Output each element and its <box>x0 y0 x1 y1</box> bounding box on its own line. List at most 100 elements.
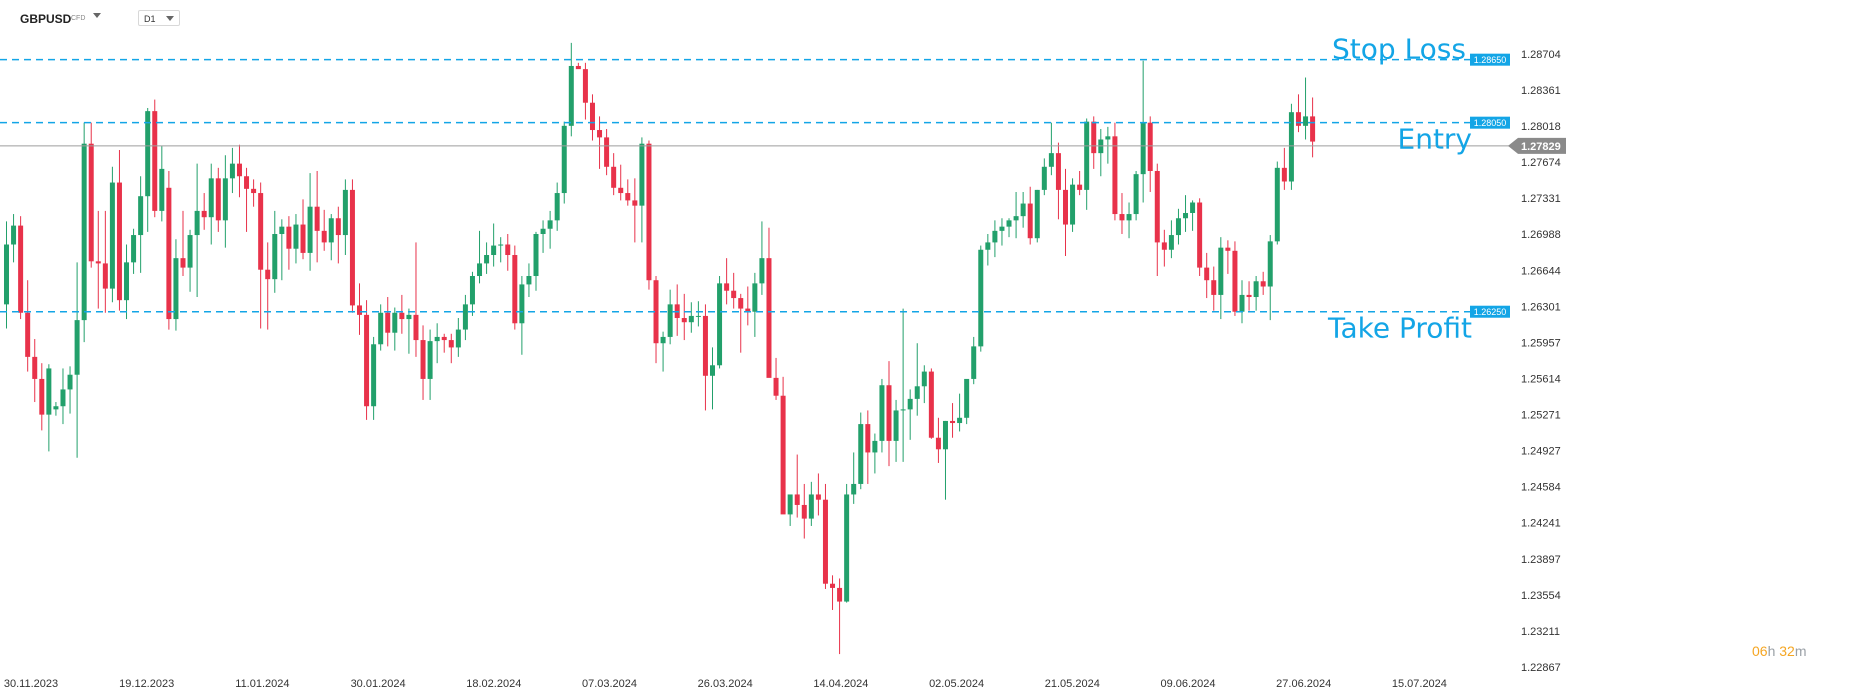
candle-body <box>787 494 793 515</box>
candle-bearish <box>745 286 751 326</box>
candle-body <box>660 336 666 344</box>
timeframe-chevron-down-icon[interactable] <box>166 16 174 21</box>
candle-bearish <box>244 167 250 232</box>
candle-bearish <box>215 167 221 232</box>
candle-body <box>1303 116 1309 126</box>
candle-body <box>688 315 694 323</box>
candle-body <box>180 258 186 268</box>
candle-body <box>251 188 257 194</box>
candle-body <box>957 417 963 424</box>
trade-level-stop-loss: 1.28650 Stop Loss <box>0 33 1510 66</box>
candle-series <box>4 42 1316 655</box>
candle-body <box>1055 153 1061 190</box>
candle-body <box>695 315 701 317</box>
candle-body <box>865 424 871 453</box>
candle-bearish <box>1055 142 1061 220</box>
candle-body <box>505 244 511 256</box>
candle-bullish <box>477 230 483 284</box>
candle-body <box>773 377 779 396</box>
candle-body <box>314 206 320 231</box>
candle-body <box>272 234 278 280</box>
candle-body <box>420 340 426 379</box>
candle-body <box>808 494 814 519</box>
candle-bearish <box>1295 94 1301 133</box>
candle-bullish <box>406 308 412 354</box>
candle-body <box>815 494 821 500</box>
candle-body <box>371 344 377 407</box>
candle-bullish <box>53 402 59 416</box>
y-tick-label: 1.27331 <box>1521 193 1561 205</box>
candle-body <box>173 258 179 320</box>
current-price-line: 1.27829 <box>0 137 1566 154</box>
candle-bearish <box>653 276 659 364</box>
candle-bearish <box>399 294 405 334</box>
candle-body <box>872 440 878 453</box>
candle-bearish <box>116 149 122 311</box>
candle-bearish <box>646 140 652 290</box>
candle-bearish <box>611 153 617 196</box>
candle-body <box>745 308 751 312</box>
candle-body <box>589 102 595 131</box>
x-tick-label: 27.06.2024 <box>1276 678 1331 690</box>
candle-body <box>427 341 433 379</box>
candle-body <box>81 143 87 321</box>
candle-body <box>533 234 539 277</box>
y-tick-label: 1.23897 <box>1521 554 1561 566</box>
y-tick-label: 1.25957 <box>1521 337 1561 349</box>
candle-body <box>385 312 391 333</box>
candle-bearish <box>1147 116 1153 192</box>
candle-body <box>999 226 1005 231</box>
candle-bullish <box>660 331 666 372</box>
candle-body <box>74 320 80 375</box>
x-tick-label: 14.04.2024 <box>813 678 868 690</box>
candle-body <box>392 312 398 333</box>
candle-body <box>201 210 207 218</box>
candle-bullish <box>1190 200 1196 231</box>
candle-bullish <box>568 42 574 137</box>
candle-body <box>639 143 645 206</box>
candle-bullish <box>921 365 927 404</box>
candle-body <box>335 218 341 236</box>
candle-bullish <box>688 302 694 333</box>
candle-bearish <box>1246 281 1252 311</box>
y-tick-label: 1.24927 <box>1521 446 1561 458</box>
countdown-minutes: 32 <box>1779 643 1795 659</box>
candle-body <box>441 336 447 341</box>
candle-body <box>131 235 137 263</box>
candle-bearish <box>1204 252 1210 299</box>
candle-bullish <box>81 122 87 343</box>
candle-bullish <box>222 155 228 248</box>
candle-body <box>1161 242 1167 250</box>
candle-body <box>597 130 603 138</box>
level-badge <box>1470 305 1510 318</box>
candle-body <box>236 163 242 177</box>
candle-bullish <box>1105 126 1111 164</box>
level-label: Stop Loss <box>1332 33 1466 66</box>
candle-bullish <box>639 137 645 243</box>
y-tick-label: 1.24241 <box>1521 518 1561 530</box>
symbol-dropdown-chevron-icon[interactable] <box>93 13 101 18</box>
candle-body <box>222 178 228 221</box>
candle-bullish <box>1253 276 1259 311</box>
candle-body <box>766 258 772 378</box>
timeframe-select[interactable]: D1 <box>138 10 180 26</box>
candle-bearish <box>441 333 447 353</box>
level-label: Take Profit <box>1327 312 1472 345</box>
candle-bullish <box>173 239 179 331</box>
symbol-label[interactable]: GBPUSD <box>20 12 72 26</box>
candle-body <box>1119 214 1125 221</box>
candle-body <box>321 230 327 243</box>
candle-body <box>1288 112 1294 182</box>
candle-bearish <box>448 333 454 364</box>
candle-bearish <box>1260 271 1266 295</box>
candle-body <box>18 225 24 313</box>
x-tick-label: 30.01.2024 <box>351 678 406 690</box>
candle-body <box>724 283 730 291</box>
candle-bullish <box>187 229 193 292</box>
candle-body <box>900 409 906 411</box>
candle-bullish <box>752 272 758 337</box>
candle-body <box>11 225 17 245</box>
candle-bullish <box>1168 220 1174 259</box>
